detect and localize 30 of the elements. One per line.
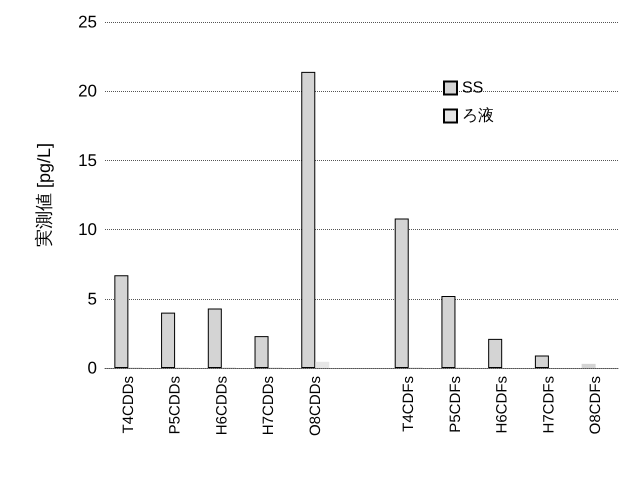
- bar: [161, 312, 176, 368]
- bar: [488, 338, 502, 368]
- y-tick-label: 0: [88, 358, 97, 378]
- y-tick-label: 15: [78, 150, 97, 170]
- bar: [208, 308, 222, 368]
- legend-label: SS: [462, 80, 484, 96]
- bar: [582, 364, 596, 368]
- y-tick-label: 5: [88, 289, 97, 308]
- legend-label: ろ液: [462, 106, 494, 124]
- y-tick-label: 10: [78, 220, 97, 240]
- bar: [254, 336, 269, 368]
- bar: [441, 296, 456, 368]
- bar: [394, 218, 409, 368]
- x-tick-label: O8CDDs: [306, 376, 324, 436]
- bar: [114, 275, 128, 368]
- x-tick-label: P5CDDs: [166, 376, 184, 434]
- x-tick-label: P5CDFs: [446, 376, 464, 433]
- bar: [534, 356, 549, 368]
- x-tick-label: T4CDFs: [400, 376, 418, 432]
- y-axis-title: 実測値 [pg/L]: [34, 142, 54, 248]
- x-tick-label: H7CDFs: [540, 376, 558, 434]
- x-tick-label: H6CDDs: [213, 376, 230, 436]
- x-tick-label: H6CDFs: [494, 376, 511, 434]
- x-tick-label: H7CDDs: [260, 376, 278, 436]
- x-tick-label: O8CDFs: [587, 376, 604, 434]
- y-tick-label: 25: [78, 12, 97, 32]
- bar: [301, 72, 316, 368]
- x-tick-label: T4CDDs: [120, 376, 137, 434]
- bar: [315, 362, 330, 368]
- y-tick-label: 20: [78, 82, 97, 101]
